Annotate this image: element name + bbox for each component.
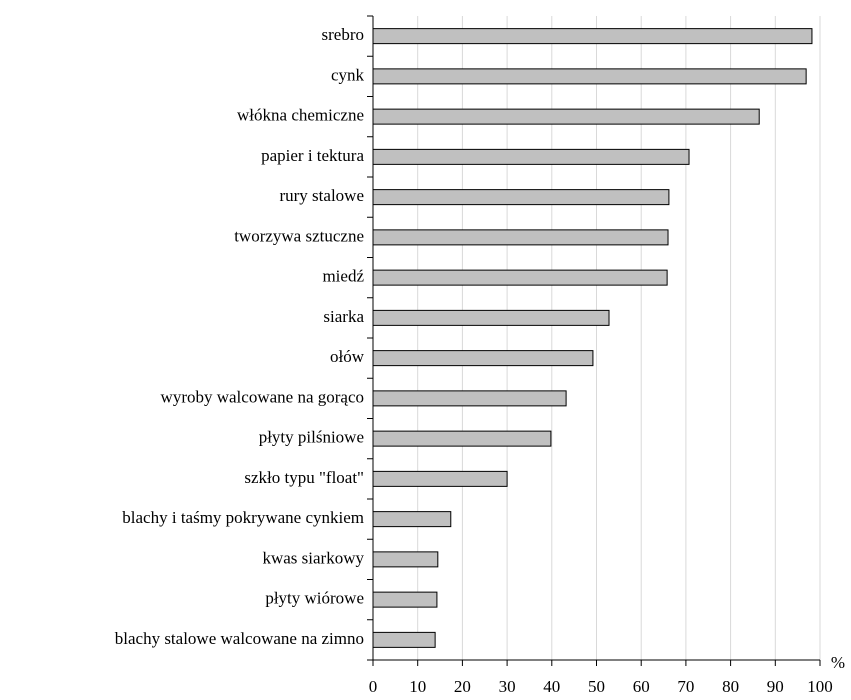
x-tick-label: 20 — [454, 677, 471, 696]
bar — [372, 390, 567, 407]
x-tick-label: 80 — [722, 677, 739, 696]
x-tick-label: 40 — [543, 677, 560, 696]
y-tick-label: papier i tektura — [261, 146, 364, 165]
bar — [372, 350, 594, 367]
y-tick-label: płyty wiórowe — [265, 589, 364, 608]
bar — [372, 269, 668, 286]
y-tick-label: tworzywa sztuczne — [234, 226, 364, 245]
x-tick-label: 0 — [369, 677, 378, 696]
y-tick-label: płyty pilśniowe — [259, 428, 364, 447]
bar — [372, 309, 610, 326]
bar — [372, 229, 669, 246]
x-tick-label: 60 — [633, 677, 650, 696]
x-unit: % — [831, 653, 845, 672]
y-tick-label: cynk — [331, 65, 365, 84]
y-tick-label: włókna chemiczne — [237, 106, 364, 125]
y-tick-label: siarka — [323, 307, 364, 326]
bar — [372, 551, 439, 568]
y-tick-label: ołów — [330, 347, 365, 366]
bar — [372, 68, 807, 85]
bar — [372, 511, 452, 528]
y-tick-label: kwas siarkowy — [262, 548, 364, 567]
bar — [372, 28, 813, 45]
y-tick-label: wyroby walcowane na gorąco — [161, 387, 364, 406]
x-tick-label: 70 — [677, 677, 694, 696]
x-tick-label: 90 — [767, 677, 784, 696]
y-tick-label: miedź — [322, 267, 364, 286]
x-tick-label: 30 — [499, 677, 516, 696]
bar — [372, 189, 670, 206]
y-tick-label: blachy stalowe walcowane na zimno — [115, 629, 364, 648]
y-tick-label: rury stalowe — [279, 186, 364, 205]
y-tick-label: blachy i taśmy pokrywane cynkiem — [122, 508, 364, 527]
x-tick-label: 10 — [409, 677, 426, 696]
bar — [372, 631, 436, 648]
bar — [372, 148, 690, 165]
y-tick-label: szkło typu "float" — [244, 468, 364, 487]
bar — [372, 108, 760, 125]
y-tick-label: srebro — [322, 25, 364, 44]
bar — [372, 430, 552, 447]
x-tick-label: 100 — [807, 677, 833, 696]
bar — [372, 470, 508, 487]
x-tick-label: 50 — [588, 677, 605, 696]
bar — [372, 591, 438, 608]
